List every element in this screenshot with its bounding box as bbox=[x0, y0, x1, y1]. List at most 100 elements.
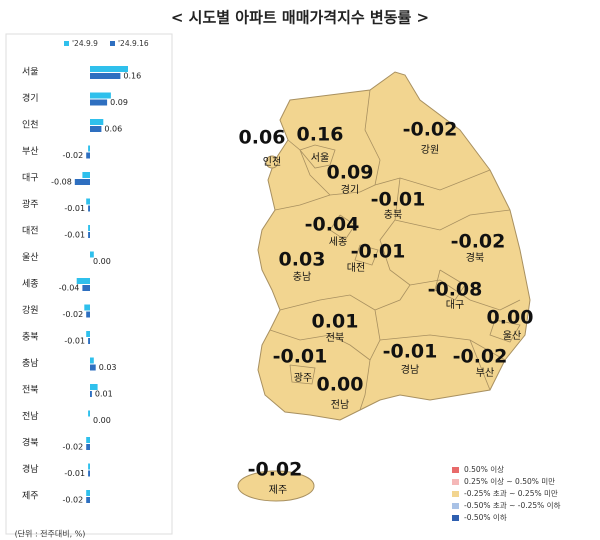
legend-swatch bbox=[64, 41, 69, 46]
category-label: 강원 bbox=[22, 305, 39, 316]
data-label: -0.02 bbox=[62, 151, 83, 160]
region-value: -0.02 bbox=[248, 459, 303, 481]
data-label: 0.16 bbox=[123, 72, 141, 81]
category-label: 울산 bbox=[22, 252, 39, 263]
category-label: 인천 bbox=[22, 120, 39, 131]
category-label: 대구 bbox=[22, 173, 39, 184]
category-label: 서울 bbox=[22, 67, 39, 78]
data-label: 0.03 bbox=[99, 363, 117, 372]
bar bbox=[90, 364, 96, 371]
unit-note: (단위 : 전주대비, %) bbox=[15, 529, 86, 539]
region-value: -0.01 bbox=[371, 189, 426, 211]
bar bbox=[88, 470, 90, 477]
bar bbox=[90, 99, 108, 106]
jeju-island bbox=[237, 470, 315, 502]
region-name: 광주 bbox=[294, 372, 312, 384]
bar bbox=[86, 490, 90, 496]
bar bbox=[88, 145, 90, 152]
bar bbox=[86, 497, 90, 503]
bar bbox=[88, 225, 90, 231]
region-name: 충북 bbox=[384, 209, 402, 221]
bar bbox=[90, 251, 94, 258]
bar bbox=[86, 437, 90, 443]
bar bbox=[86, 331, 90, 337]
region-value: 0.06 bbox=[239, 127, 286, 149]
region-name: 인천 bbox=[263, 156, 281, 168]
bar bbox=[82, 285, 90, 291]
bar bbox=[84, 304, 90, 311]
bar bbox=[90, 126, 102, 132]
region-name: 제주 bbox=[269, 484, 287, 496]
bar bbox=[90, 92, 111, 99]
map-legend-swatch bbox=[452, 515, 459, 521]
region-name: 충남 bbox=[293, 271, 311, 283]
region-value: 0.03 bbox=[279, 249, 326, 271]
category-label: 대전 bbox=[22, 226, 39, 237]
region-name: 대전 bbox=[347, 262, 365, 274]
region-value: -0.02 bbox=[403, 119, 458, 141]
region-name: 경기 bbox=[341, 183, 359, 196]
bar bbox=[90, 391, 92, 397]
data-label: -0.02 bbox=[62, 310, 83, 319]
region-name: 부산 bbox=[476, 367, 494, 379]
map-legend-label: -0.50% 초과 ~ -0.25% 이하 bbox=[464, 500, 561, 510]
category-label: 세종 bbox=[22, 279, 39, 290]
region-value: -0.01 bbox=[273, 346, 328, 368]
bar bbox=[88, 205, 90, 212]
region-name: 울산 bbox=[503, 330, 521, 342]
region-name: 대구 bbox=[446, 299, 464, 311]
bar bbox=[74, 179, 90, 185]
map-legend-label: -0.25% 초과 ~ 0.25% 미만 bbox=[464, 489, 558, 498]
category-label: 경북 bbox=[22, 437, 39, 449]
bar bbox=[86, 198, 90, 205]
region-name: 경남 bbox=[401, 363, 419, 376]
legend-swatch bbox=[110, 41, 115, 46]
category-label: 충북 bbox=[22, 332, 39, 343]
bar bbox=[90, 66, 128, 72]
bar bbox=[76, 278, 90, 284]
region-value: -0.01 bbox=[383, 341, 438, 363]
legend-label: '24.9.9 bbox=[72, 39, 98, 48]
category-label: 광주 bbox=[22, 198, 39, 210]
bar bbox=[82, 172, 90, 178]
bar bbox=[86, 152, 90, 159]
region-value: 0.00 bbox=[487, 307, 534, 329]
map-legend-label: -0.50% 이하 bbox=[464, 512, 507, 522]
region-borders bbox=[269, 89, 521, 411]
map-legend-label: 0.50% 이상 bbox=[464, 464, 504, 474]
data-label: -0.08 bbox=[51, 178, 72, 187]
data-label: -0.01 bbox=[64, 469, 85, 478]
bar bbox=[88, 232, 90, 238]
chart-panel bbox=[5, 33, 173, 535]
map-legend-swatch bbox=[452, 479, 459, 485]
bar bbox=[86, 444, 90, 450]
data-label: -0.04 bbox=[59, 284, 80, 293]
data-label: 0.09 bbox=[110, 98, 128, 107]
data-label: 0.06 bbox=[104, 125, 122, 134]
bar bbox=[88, 463, 90, 470]
title: < 시도별 아파트 매매가격지수 변동률 > bbox=[171, 9, 429, 27]
region-name: 강원 bbox=[421, 144, 439, 156]
category-label: 경기 bbox=[22, 92, 39, 104]
category-label: 전남 bbox=[22, 411, 39, 422]
category-label: 제주 bbox=[22, 491, 39, 502]
region-name: 경북 bbox=[466, 251, 484, 264]
region-name: 서울 bbox=[311, 152, 329, 164]
region-name: 전남 bbox=[331, 399, 349, 411]
region-value: 0.00 bbox=[317, 374, 364, 396]
region-value: 0.09 bbox=[327, 162, 374, 184]
map-legend-swatch bbox=[452, 503, 459, 509]
bar bbox=[90, 73, 121, 79]
data-label: -0.01 bbox=[64, 337, 85, 346]
category-label: 부산 bbox=[22, 146, 39, 157]
map-legend-label: 0.25% 이상 ~ 0.50% 미만 bbox=[464, 476, 555, 486]
region-value: 0.16 bbox=[297, 124, 344, 146]
region-value: -0.04 bbox=[305, 214, 360, 236]
incheon-island bbox=[265, 155, 279, 169]
category-label: 전북 bbox=[22, 385, 39, 396]
map-legend-swatch bbox=[452, 491, 459, 497]
region-value: -0.02 bbox=[453, 346, 508, 368]
map-legend-swatch bbox=[452, 467, 459, 473]
